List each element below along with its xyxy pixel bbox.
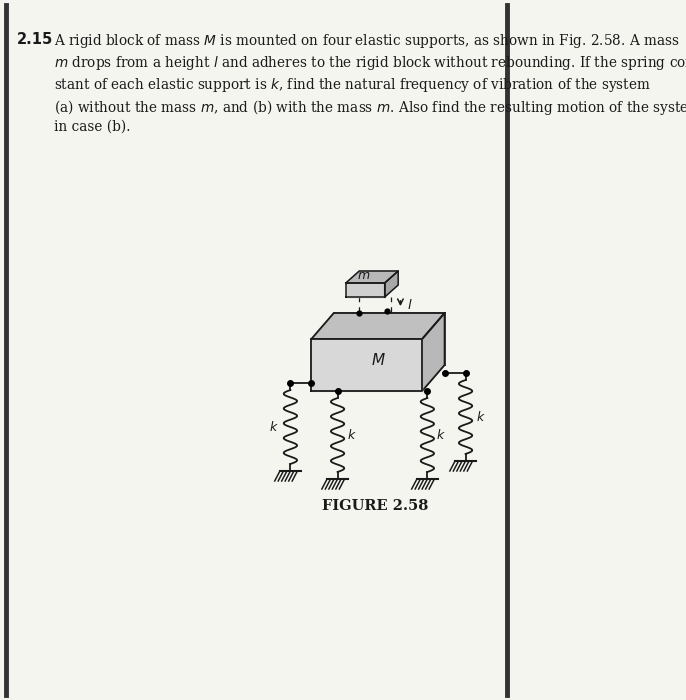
Text: $l$: $l$ <box>407 298 413 312</box>
Polygon shape <box>311 339 422 391</box>
Text: $k$: $k$ <box>436 428 446 442</box>
Text: $k$: $k$ <box>346 428 356 442</box>
Text: 2.15: 2.15 <box>16 32 53 47</box>
Text: stant of each elastic support is $k$, find the natural frequency of vibration of: stant of each elastic support is $k$, fi… <box>54 76 651 94</box>
Polygon shape <box>311 313 445 339</box>
Text: $k$: $k$ <box>269 420 279 434</box>
Text: $M$: $M$ <box>370 352 386 368</box>
Polygon shape <box>346 271 398 283</box>
Text: FIGURE 2.58: FIGURE 2.58 <box>322 499 428 513</box>
Text: (a) without the mass $m$, and (b) with the mass $m$. Also find the resulting mot: (a) without the mass $m$, and (b) with t… <box>54 98 686 117</box>
Polygon shape <box>346 283 385 297</box>
Polygon shape <box>422 313 445 391</box>
Text: in case (b).: in case (b). <box>54 120 130 134</box>
Text: $m$: $m$ <box>357 270 370 282</box>
Text: $k$: $k$ <box>476 410 486 424</box>
Polygon shape <box>385 271 398 297</box>
Text: $m$ drops from a height $l$ and adheres to the rigid block without rebounding. I: $m$ drops from a height $l$ and adheres … <box>54 54 686 72</box>
Text: A rigid block of mass $M$ is mounted on four elastic supports, as shown in Fig. : A rigid block of mass $M$ is mounted on … <box>54 32 679 50</box>
